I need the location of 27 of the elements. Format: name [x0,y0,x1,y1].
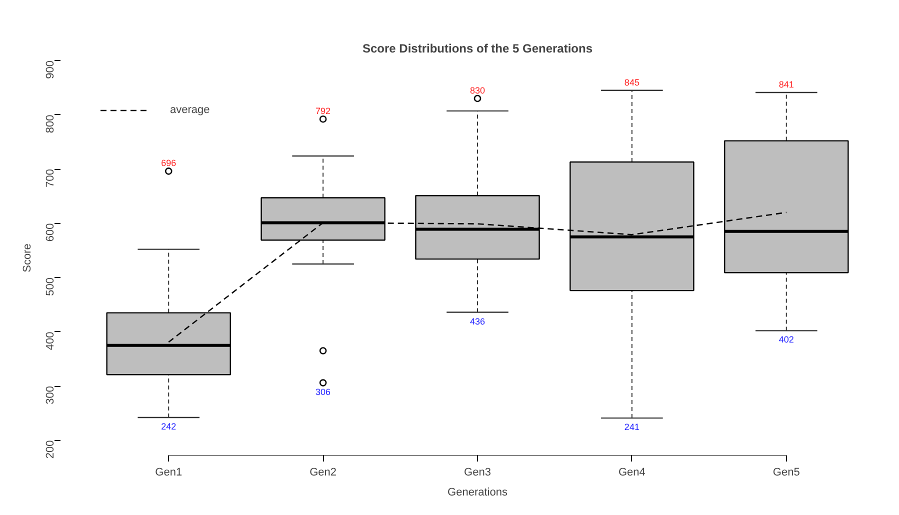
x-tick-label: Gen5 [772,466,800,478]
y-tick-label: 900 [44,60,56,79]
y-tick-label: 700 [44,169,56,188]
annotation: 841 [778,80,794,90]
annotation: 242 [161,422,176,432]
annotation: 436 [470,316,486,326]
y-tick-label: 400 [44,332,56,350]
x-tick-label: Gen2 [310,466,337,478]
x-tick-label: Gen1 [155,466,182,478]
y-tick-label: 500 [44,278,56,296]
y-tick-label: 300 [44,386,56,404]
y-tick-label: 600 [44,223,56,242]
annotation: 696 [161,158,176,168]
annotation: 241 [624,422,640,432]
annotation: 306 [316,386,331,397]
y-tick-label: 800 [44,114,56,134]
x-axis-title: Generations [448,486,508,498]
legend-label: average [170,104,210,116]
y-axis-title: Score [22,244,34,272]
annotation: 792 [316,106,331,116]
annotation: 402 [778,334,794,345]
x-tick-label: Gen3 [464,466,491,478]
annotation: 845 [624,77,640,88]
x-tick-label: Gen4 [618,466,646,478]
annotation: 830 [470,85,486,96]
chart-title: Score Distributions of the 5 Generations [362,42,593,56]
y-tick-label: 200 [44,440,56,459]
